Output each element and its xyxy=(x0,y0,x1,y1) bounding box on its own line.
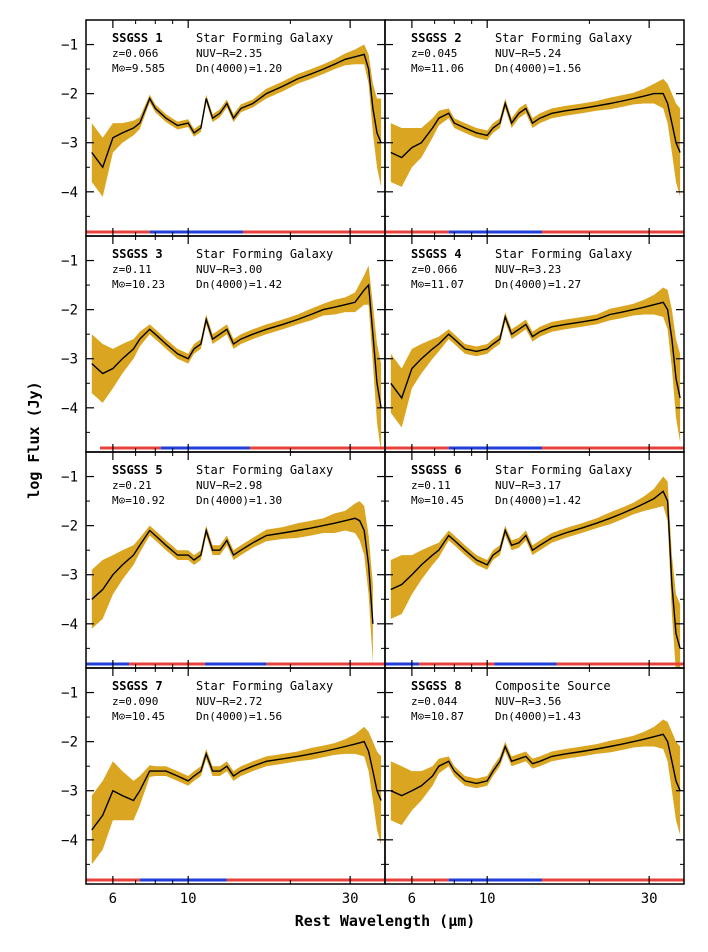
uncertainty-band xyxy=(91,265,382,452)
stat-redshift: z=0.045 xyxy=(411,47,457,60)
y-tick-label: −3 xyxy=(61,568,78,584)
panel-frame xyxy=(384,667,685,885)
uncertainty-band xyxy=(390,719,681,835)
galaxy-class: Star Forming Galaxy xyxy=(495,31,632,45)
panel-2: SSGSS 2 Star Forming Galaxy z=0.045 NUV−R=5… xyxy=(384,19,685,237)
y-tick-label: −4 xyxy=(61,833,78,849)
y-tick-label: −3 xyxy=(61,136,78,152)
y-tick-label: −2 xyxy=(61,303,78,319)
uncertainty-band xyxy=(91,44,382,197)
y-tick-label: −2 xyxy=(61,519,78,535)
stat-stellar-mass: M⊙=9.585 xyxy=(112,62,165,75)
stat-stellar-mass: M⊙=10.45 xyxy=(112,710,165,723)
stat-nuv-r: NUV−R=3.00 xyxy=(196,263,262,276)
stat-nuv-r: NUV−R=3.17 xyxy=(495,479,561,492)
panel-5: −1 −2 −3 −4 SSGSS 5 Star Forming Galaxy z=0.21… xyxy=(61,451,386,669)
y-tick-label: −1 xyxy=(61,254,78,270)
y-tick-label: −2 xyxy=(61,735,78,751)
stat-dn4000: Dn(4000)=1.20 xyxy=(196,62,282,75)
panel-1: −1 −2 −3 −4 SSGSS 1 Star Forming Galaxy z=0.06… xyxy=(61,19,386,237)
spectrum-line xyxy=(390,733,681,797)
stat-stellar-mass: M⊙=10.45 xyxy=(411,494,464,507)
uncertainty-band xyxy=(390,476,681,668)
stat-redshift: z=0.044 xyxy=(411,695,458,708)
galaxy-class: Star Forming Galaxy xyxy=(196,463,333,477)
galaxy-id: SSGSS 8 xyxy=(411,679,462,693)
stat-redshift: z=0.066 xyxy=(411,263,457,276)
spectrum-line xyxy=(390,92,681,159)
galaxy-id: SSGSS 6 xyxy=(411,463,462,477)
x-tick-label: 30 xyxy=(641,891,658,907)
stat-dn4000: Dn(4000)=1.27 xyxy=(495,278,581,291)
stat-stellar-mass: M⊙=10.87 xyxy=(411,710,464,723)
stat-stellar-mass: M⊙=10.23 xyxy=(112,278,165,291)
uncertainty-band xyxy=(390,287,681,443)
galaxy-class: Star Forming Galaxy xyxy=(495,247,632,261)
galaxy-id: SSGSS 3 xyxy=(112,247,163,261)
galaxy-class: Star Forming Galaxy xyxy=(495,463,632,477)
galaxy-id: SSGSS 5 xyxy=(112,463,163,477)
stat-nuv-r: NUV−R=3.56 xyxy=(495,695,561,708)
x-tick-label: 6 xyxy=(109,891,117,907)
y-tick-label: −4 xyxy=(61,185,78,201)
spectrum-line xyxy=(91,517,374,624)
stat-dn4000: Dn(4000)=1.56 xyxy=(196,710,282,723)
stat-dn4000: Dn(4000)=1.56 xyxy=(495,62,581,75)
galaxy-class: Star Forming Galaxy xyxy=(196,31,333,45)
spectrum-line xyxy=(390,490,681,649)
y-tick-label: −1 xyxy=(61,470,78,486)
stat-stellar-mass: M⊙=10.92 xyxy=(112,494,165,507)
galaxy-class: Star Forming Galaxy xyxy=(196,679,333,693)
panel-8: 6 10 30 SSGSS 8 Composite Source z=0.044 NUV−R… xyxy=(384,667,685,907)
galaxy-id: SSGSS 1 xyxy=(112,31,163,45)
y-tick-label: −1 xyxy=(61,38,78,54)
x-tick-label: 10 xyxy=(479,891,496,907)
y-tick-label: −4 xyxy=(61,617,78,633)
stat-redshift: z=0.11 xyxy=(112,263,152,276)
panel-3: −1 −2 −3 −4 SSGSS 3 Star Forming Galaxy z=0.11… xyxy=(61,235,386,453)
stat-nuv-r: NUV−R=3.23 xyxy=(495,263,561,276)
stat-nuv-r: NUV−R=2.35 xyxy=(196,47,262,60)
spectrum-line xyxy=(91,740,382,831)
x-tick-label: 10 xyxy=(180,891,197,907)
panel-4: SSGSS 4 Star Forming Galaxy z=0.066 NUV−R=3… xyxy=(384,235,685,453)
y-tick-label: −1 xyxy=(61,686,78,702)
stat-dn4000: Dn(4000)=1.43 xyxy=(495,710,581,723)
y-tick-label: −2 xyxy=(61,87,78,103)
galaxy-id: SSGSS 4 xyxy=(411,247,462,261)
x-tick-label: 30 xyxy=(342,891,359,907)
stat-nuv-r: NUV−R=2.98 xyxy=(196,479,262,492)
galaxy-id: SSGSS 2 xyxy=(411,31,462,45)
stat-nuv-r: NUV−R=2.72 xyxy=(196,695,262,708)
spectrum-line xyxy=(91,53,382,169)
uncertainty-band xyxy=(91,726,382,865)
stat-dn4000: Dn(4000)=1.30 xyxy=(196,494,282,507)
stat-stellar-mass: M⊙=11.07 xyxy=(411,278,464,291)
stat-redshift: z=0.066 xyxy=(112,47,158,60)
stat-redshift: z=0.090 xyxy=(112,695,158,708)
stat-dn4000: Dn(4000)=1.42 xyxy=(196,278,282,291)
galaxy-class: Composite Source xyxy=(495,679,611,693)
stat-nuv-r: NUV−R=5.24 xyxy=(495,47,562,60)
uncertainty-band xyxy=(390,78,681,197)
y-tick-label: −3 xyxy=(61,784,78,800)
spectrum-line xyxy=(390,301,681,400)
x-axis-label: Rest Wavelength (μm) xyxy=(294,912,476,930)
stat-redshift: z=0.11 xyxy=(411,479,451,492)
galaxy-class: Star Forming Galaxy xyxy=(196,247,333,261)
spectrum-line xyxy=(91,283,382,408)
panel-7: −1 −2 −3 −4 6 10 30 SSGSS 7 Star Forming Galaxy z… xyxy=(61,667,386,907)
x-tick-label: 6 xyxy=(408,891,416,907)
galaxy-id: SSGSS 7 xyxy=(112,679,163,693)
stat-dn4000: Dn(4000)=1.42 xyxy=(495,494,581,507)
y-tick-label: −4 xyxy=(61,401,78,417)
stat-stellar-mass: M⊙=11.06 xyxy=(411,62,464,75)
stat-redshift: z=0.21 xyxy=(112,479,152,492)
panel-6: SSGSS 6 Star Forming Galaxy z=0.11 NUV−R=3.… xyxy=(384,451,685,669)
y-tick-label: −3 xyxy=(61,352,78,368)
uncertainty-band xyxy=(91,501,373,664)
